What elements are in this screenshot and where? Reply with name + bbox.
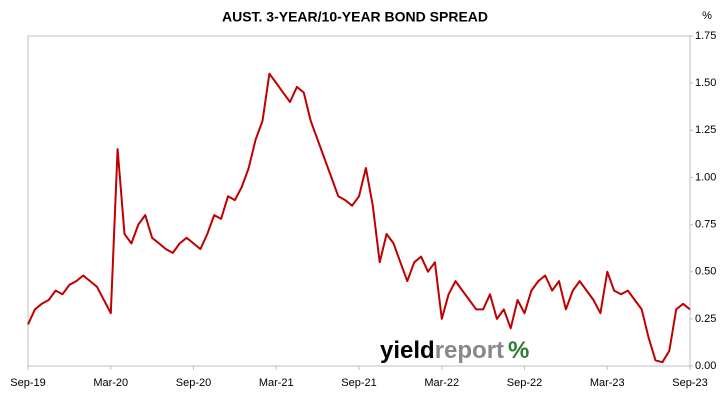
watermark-report: report	[435, 337, 504, 364]
y-tick-label: 1.75	[695, 30, 716, 42]
x-tick-label: Mar-21	[259, 377, 294, 389]
y-tick-label: 1.25	[695, 124, 716, 136]
x-tick-label: Sep-21	[341, 377, 376, 389]
chart-title: AUST. 3-YEAR/10-YEAR BOND SPREAD	[222, 9, 488, 25]
y-tick-label: 0.00	[695, 360, 716, 372]
line	[27, 72, 691, 364]
y-tick-label: 1.50	[695, 77, 716, 89]
y-tick-label: 0.50	[695, 266, 716, 278]
watermark-yield: yield	[380, 337, 435, 364]
y-unit: %	[702, 10, 712, 22]
x-tick-label: Sep-22	[507, 377, 542, 389]
x-tick-label: Mar-20	[93, 377, 128, 389]
x-tick-label: Sep-20	[176, 377, 211, 389]
watermark: yieldreport%	[380, 337, 529, 364]
x-tick-label: Sep-19	[10, 377, 45, 389]
watermark-percent: %	[508, 337, 529, 364]
y-tick-label: 0.25	[695, 313, 716, 325]
y-tick-label: 0.75	[695, 218, 716, 230]
x-tick-label: Mar-22	[424, 377, 459, 389]
x-tick-label: Mar-23	[590, 377, 625, 389]
y-tick-label: 1.00	[695, 171, 716, 183]
x-tick-label: Sep-23	[672, 377, 707, 389]
